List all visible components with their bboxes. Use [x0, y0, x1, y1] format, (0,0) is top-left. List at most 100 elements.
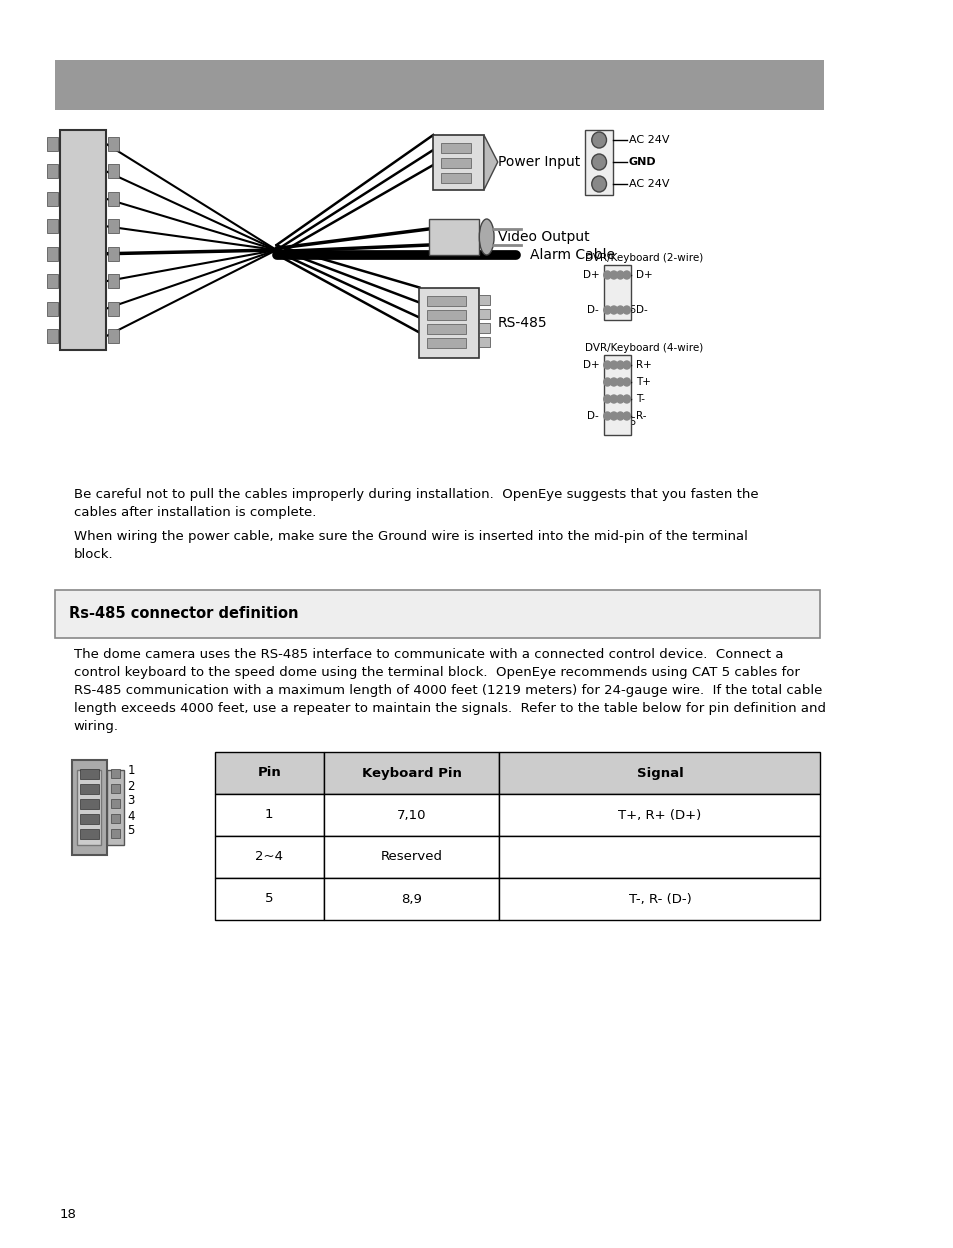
- Bar: [478, 323, 490, 333]
- Circle shape: [591, 132, 606, 149]
- Text: D-: D-: [587, 305, 598, 314]
- Bar: [426, 296, 466, 306]
- Bar: [108, 192, 119, 206]
- Bar: [111, 799, 120, 807]
- Circle shape: [603, 361, 611, 369]
- Text: D-: D-: [587, 411, 598, 421]
- Bar: [440, 158, 471, 168]
- Circle shape: [610, 412, 617, 421]
- Bar: [214, 794, 323, 836]
- Circle shape: [610, 378, 617, 386]
- Circle shape: [622, 378, 630, 386]
- Bar: [426, 310, 466, 319]
- Text: Signal: Signal: [636, 766, 682, 780]
- Text: T+, R+ (D+): T+, R+ (D+): [618, 809, 700, 821]
- Bar: [80, 784, 98, 794]
- Text: 2: 2: [127, 780, 134, 792]
- Bar: [111, 829, 120, 837]
- Text: AC 24V: AC 24V: [628, 135, 668, 145]
- Text: DVR/Keyboard (2-wire): DVR/Keyboard (2-wire): [585, 253, 702, 263]
- Text: Power Input: Power Input: [497, 155, 579, 168]
- Text: 7,10: 7,10: [396, 809, 426, 821]
- Text: 1: 1: [127, 765, 134, 778]
- Bar: [108, 247, 119, 261]
- Bar: [108, 165, 119, 178]
- Text: Alarm Cable: Alarm Cable: [530, 248, 615, 262]
- Text: Pin: Pin: [257, 766, 281, 780]
- Circle shape: [616, 306, 623, 314]
- Text: R-: R-: [636, 411, 646, 421]
- Bar: [47, 302, 58, 316]
- Circle shape: [603, 306, 611, 314]
- Circle shape: [622, 271, 630, 280]
- Circle shape: [610, 361, 617, 369]
- Text: D-: D-: [636, 305, 647, 314]
- Bar: [47, 220, 58, 233]
- Bar: [603, 265, 631, 319]
- Text: 5: 5: [629, 305, 635, 314]
- Bar: [108, 329, 119, 343]
- Circle shape: [622, 396, 630, 403]
- Bar: [214, 836, 323, 879]
- Text: 1: 1: [265, 809, 274, 821]
- Bar: [108, 302, 119, 316]
- Circle shape: [591, 154, 606, 170]
- Bar: [55, 60, 823, 110]
- Bar: [47, 192, 58, 206]
- Bar: [323, 753, 498, 794]
- Bar: [111, 784, 120, 792]
- Text: AC 24V: AC 24V: [628, 178, 668, 188]
- Bar: [498, 836, 820, 879]
- Bar: [80, 769, 98, 779]
- Circle shape: [610, 306, 617, 314]
- Circle shape: [622, 306, 630, 314]
- Text: RS-485: RS-485: [497, 316, 547, 329]
- Bar: [498, 794, 820, 836]
- Bar: [585, 130, 613, 195]
- Bar: [47, 137, 58, 151]
- Bar: [478, 310, 490, 319]
- Bar: [80, 799, 98, 809]
- Bar: [323, 794, 498, 836]
- Bar: [107, 770, 123, 845]
- Text: When wiring the power cable, make sure the Ground wire is inserted into the mid-: When wiring the power cable, make sure t…: [73, 530, 747, 562]
- Ellipse shape: [478, 218, 494, 255]
- Bar: [77, 770, 101, 845]
- Text: 18: 18: [60, 1208, 76, 1222]
- Circle shape: [616, 378, 623, 386]
- Bar: [47, 275, 58, 288]
- Bar: [498, 879, 820, 920]
- Text: GND: GND: [628, 157, 656, 167]
- Circle shape: [603, 378, 611, 386]
- Text: D+: D+: [582, 359, 598, 369]
- Circle shape: [591, 176, 606, 192]
- Bar: [71, 760, 107, 855]
- Bar: [440, 173, 471, 183]
- Bar: [80, 814, 98, 824]
- Text: The dome camera uses the RS-485 interface to communicate with a connected contro: The dome camera uses the RS-485 interfac…: [73, 648, 825, 733]
- Bar: [428, 218, 478, 255]
- Text: T-, R- (D-): T-, R- (D-): [628, 892, 691, 906]
- Bar: [426, 338, 466, 348]
- Bar: [426, 324, 466, 334]
- Bar: [108, 137, 119, 151]
- Bar: [478, 295, 490, 305]
- Bar: [214, 753, 323, 794]
- Text: 8,9: 8,9: [400, 892, 421, 906]
- Text: Video Output: Video Output: [497, 230, 589, 245]
- Circle shape: [603, 271, 611, 280]
- Bar: [498, 753, 820, 794]
- Circle shape: [616, 396, 623, 403]
- Bar: [108, 220, 119, 233]
- Circle shape: [616, 412, 623, 421]
- Text: Keyboard Pin: Keyboard Pin: [361, 766, 461, 780]
- Text: T+: T+: [636, 377, 650, 387]
- Polygon shape: [483, 135, 497, 190]
- Bar: [47, 165, 58, 178]
- Circle shape: [616, 271, 623, 280]
- Circle shape: [603, 412, 611, 421]
- Bar: [47, 247, 58, 261]
- Text: Reserved: Reserved: [380, 850, 442, 864]
- Bar: [419, 288, 478, 358]
- Circle shape: [610, 396, 617, 403]
